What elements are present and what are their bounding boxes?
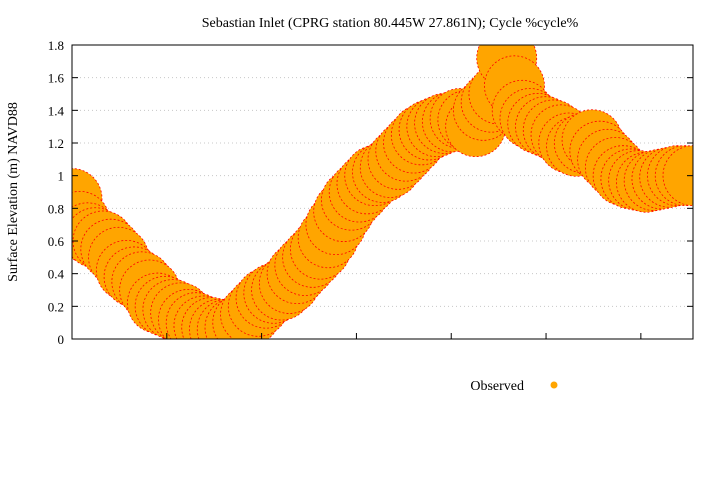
- y-axis-label: Surface Elevation (m) NAVD88: [6, 102, 21, 282]
- y-tick-label: 0.2: [48, 299, 64, 314]
- y-tick-label: 1.4: [48, 103, 65, 118]
- axis-ticks: [72, 44, 693, 340]
- y-tick-label: 1.8: [48, 38, 64, 53]
- y-tick-label: 0: [58, 332, 65, 347]
- legend-label-observed: Observed: [470, 379, 524, 394]
- y-tick-label: 0.8: [48, 201, 64, 216]
- y-tick-label: 1: [58, 169, 65, 184]
- observed-points: [72, 45, 693, 339]
- y-tick-label: 0.4: [48, 267, 65, 282]
- plot-frame: [71, 44, 694, 340]
- legend-marker-observed: [550, 381, 558, 389]
- y-tick-labels: 0 0.2 0.4 0.6 0.8 1 1.2 1.4 1.6 1.8: [48, 38, 65, 347]
- legend: Observed: [470, 379, 558, 394]
- y-tick-label: 0.6: [48, 234, 65, 249]
- data-point: [662, 145, 693, 207]
- chart-title: Sebastian Inlet (CPRG station 80.445W 27…: [202, 16, 579, 31]
- y-tick-label: 1.2: [48, 136, 64, 151]
- y-tick-label: 1.6: [48, 71, 65, 86]
